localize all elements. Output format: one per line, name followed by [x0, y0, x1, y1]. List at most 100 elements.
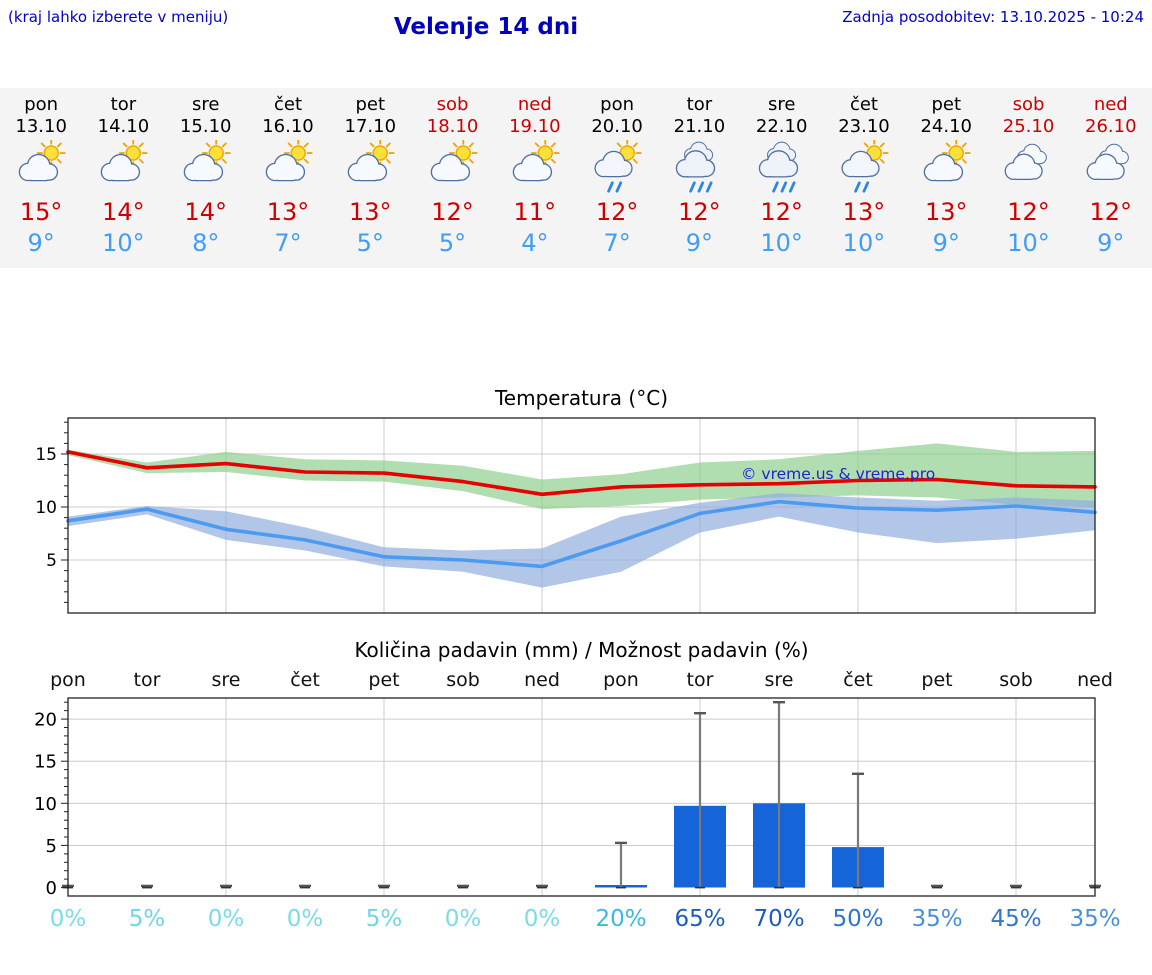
- high-temp: 13°: [924, 197, 968, 226]
- day-name: pon: [600, 94, 635, 115]
- day-name: tor: [110, 94, 137, 115]
- day-name: pet: [931, 94, 962, 115]
- forecast-day: tor 14.10 14° 10°: [82, 88, 164, 268]
- partly-cloudy-icon-svg: [430, 138, 478, 182]
- high-temp: 12°: [595, 197, 639, 226]
- forecast-band: pon 13.10 15° 9° tor 14.10 14° 10° sre 15.10 14° 8°…: [0, 88, 1152, 268]
- day-date: 22.10: [755, 115, 808, 137]
- precip-day-label: tor: [687, 669, 714, 691]
- high-temp: 12°: [678, 197, 721, 226]
- precip-day-label: pet: [368, 669, 399, 691]
- rain-icon-svg: [758, 141, 798, 193]
- low-temp: 9°: [27, 228, 55, 257]
- forecast-day: sob 18.10 12° 5°: [411, 88, 493, 268]
- partly-cloudy-icon: [82, 138, 164, 196]
- sun-rain-icon: [823, 138, 905, 196]
- menu-hint: (kraj lahko izberete v meniju): [8, 8, 229, 26]
- day-date: 17.10: [344, 115, 397, 137]
- day-name: sre: [191, 94, 220, 115]
- partly-cloudy-icon-svg: [101, 138, 149, 182]
- rain-icon: [741, 140, 823, 196]
- precip-probability: 35%: [1069, 906, 1120, 932]
- forecast-day: sob 25.10 12° 10°: [987, 88, 1069, 268]
- forecast-day: čet 23.10 13° 10°: [823, 88, 905, 268]
- precip-day-label: pon: [603, 669, 639, 691]
- partly-cloudy-icon-svg: [265, 138, 313, 182]
- partly-cloudy-icon-svg: [183, 138, 231, 182]
- temperature-chart-title: Temperatura (°C): [494, 386, 668, 410]
- low-temp: 5°: [356, 228, 384, 257]
- day-date: 26.10: [1085, 115, 1137, 137]
- precip-probability: 20%: [595, 906, 646, 932]
- high-temp: 13°: [266, 197, 310, 226]
- precip-day-label: pet: [921, 669, 952, 691]
- day-date: 25.10: [1002, 115, 1055, 137]
- day-date: 23.10: [838, 115, 890, 137]
- svg-text:20: 20: [34, 710, 57, 731]
- high-temp: 15°: [19, 197, 63, 226]
- precip-day-label: sre: [765, 669, 794, 691]
- day-name: sob: [436, 94, 469, 115]
- uncertainty-band: [68, 493, 1095, 588]
- precip-probability: 35%: [911, 906, 962, 932]
- forecast-day: tor 21.10 12° 9°: [658, 88, 740, 268]
- low-temp: 8°: [192, 228, 220, 257]
- low-temp: 5°: [438, 228, 467, 257]
- forecast-day: pon 13.10 15° 9°: [0, 88, 82, 268]
- day-date: 16.10: [262, 115, 314, 137]
- day-name: čet: [273, 94, 302, 115]
- low-temp: 7°: [603, 228, 631, 257]
- forecast-day: sre 22.10 12° 10°: [741, 88, 823, 268]
- low-temp: 10°: [102, 228, 145, 257]
- day-name: sre: [767, 94, 796, 115]
- day-name: ned: [517, 94, 552, 115]
- high-temp: 13°: [348, 197, 392, 226]
- sun-glyph: [36, 138, 66, 168]
- low-temp: 9°: [685, 228, 714, 257]
- day-date: 13.10: [15, 115, 67, 137]
- cloudy-icon: [987, 140, 1069, 196]
- low-temp: 10°: [760, 228, 803, 257]
- precip-probability: 0%: [287, 906, 324, 932]
- day-date: 15.10: [179, 115, 232, 137]
- low-temp: 4°: [521, 228, 549, 257]
- precip-day-label: čet: [290, 669, 320, 691]
- sun-glyph: [201, 138, 231, 168]
- partly-cloudy-icon: [905, 138, 987, 196]
- high-temp: 13°: [842, 197, 886, 226]
- partly-cloudy-icon-svg: [347, 138, 395, 182]
- precipitation-chart: pon tor sre čet pet sob ned pon tor sre čet pet sob n…: [0, 664, 1152, 936]
- precip-day-label: pon: [50, 669, 86, 691]
- low-temp: 9°: [1097, 228, 1125, 257]
- day-date: 18.10: [426, 115, 479, 137]
- precip-probability: 65%: [674, 906, 725, 932]
- forecast-day: pet 24.10 13° 9°: [905, 88, 987, 268]
- svg-text:5: 5: [46, 551, 57, 571]
- precip-day-label: ned: [1077, 669, 1113, 691]
- high-temp: 11°: [513, 197, 557, 226]
- svg-text:10: 10: [34, 794, 57, 815]
- precip-probability: 5%: [366, 906, 403, 932]
- high-temp: 14°: [102, 197, 145, 226]
- forecast-day: ned 19.10 11° 4°: [494, 88, 576, 268]
- precip-probability: 0%: [50, 906, 87, 932]
- high-temp: 12°: [760, 197, 803, 226]
- partly-cloudy-icon: [0, 138, 82, 196]
- partly-cloudy-icon: [329, 138, 411, 196]
- precipitation-chart-title: Količina padavin (mm) / Možnost padavin …: [354, 638, 809, 662]
- sun-glyph: [119, 138, 149, 168]
- precip-probability: 0%: [524, 906, 561, 932]
- day-name: čet: [849, 94, 878, 115]
- partly-cloudy-icon-svg: [512, 138, 560, 182]
- temperature-line: [66, 499, 1097, 569]
- page-header: (kraj lahko izberete v meniju) Velenje 1…: [0, 0, 1152, 88]
- partly-cloudy-icon: [247, 138, 329, 196]
- forecast-day: sre 15.10 14° 8°: [165, 88, 247, 268]
- precip-day-label: tor: [134, 669, 161, 691]
- day-name: sob: [1012, 94, 1045, 115]
- uncertainty-band: [68, 443, 1095, 510]
- precip-probability: 5%: [129, 906, 166, 932]
- day-name: tor: [686, 94, 713, 115]
- svg-text:15: 15: [35, 445, 57, 465]
- forecast-day: pet 17.10 13° 5°: [329, 88, 411, 268]
